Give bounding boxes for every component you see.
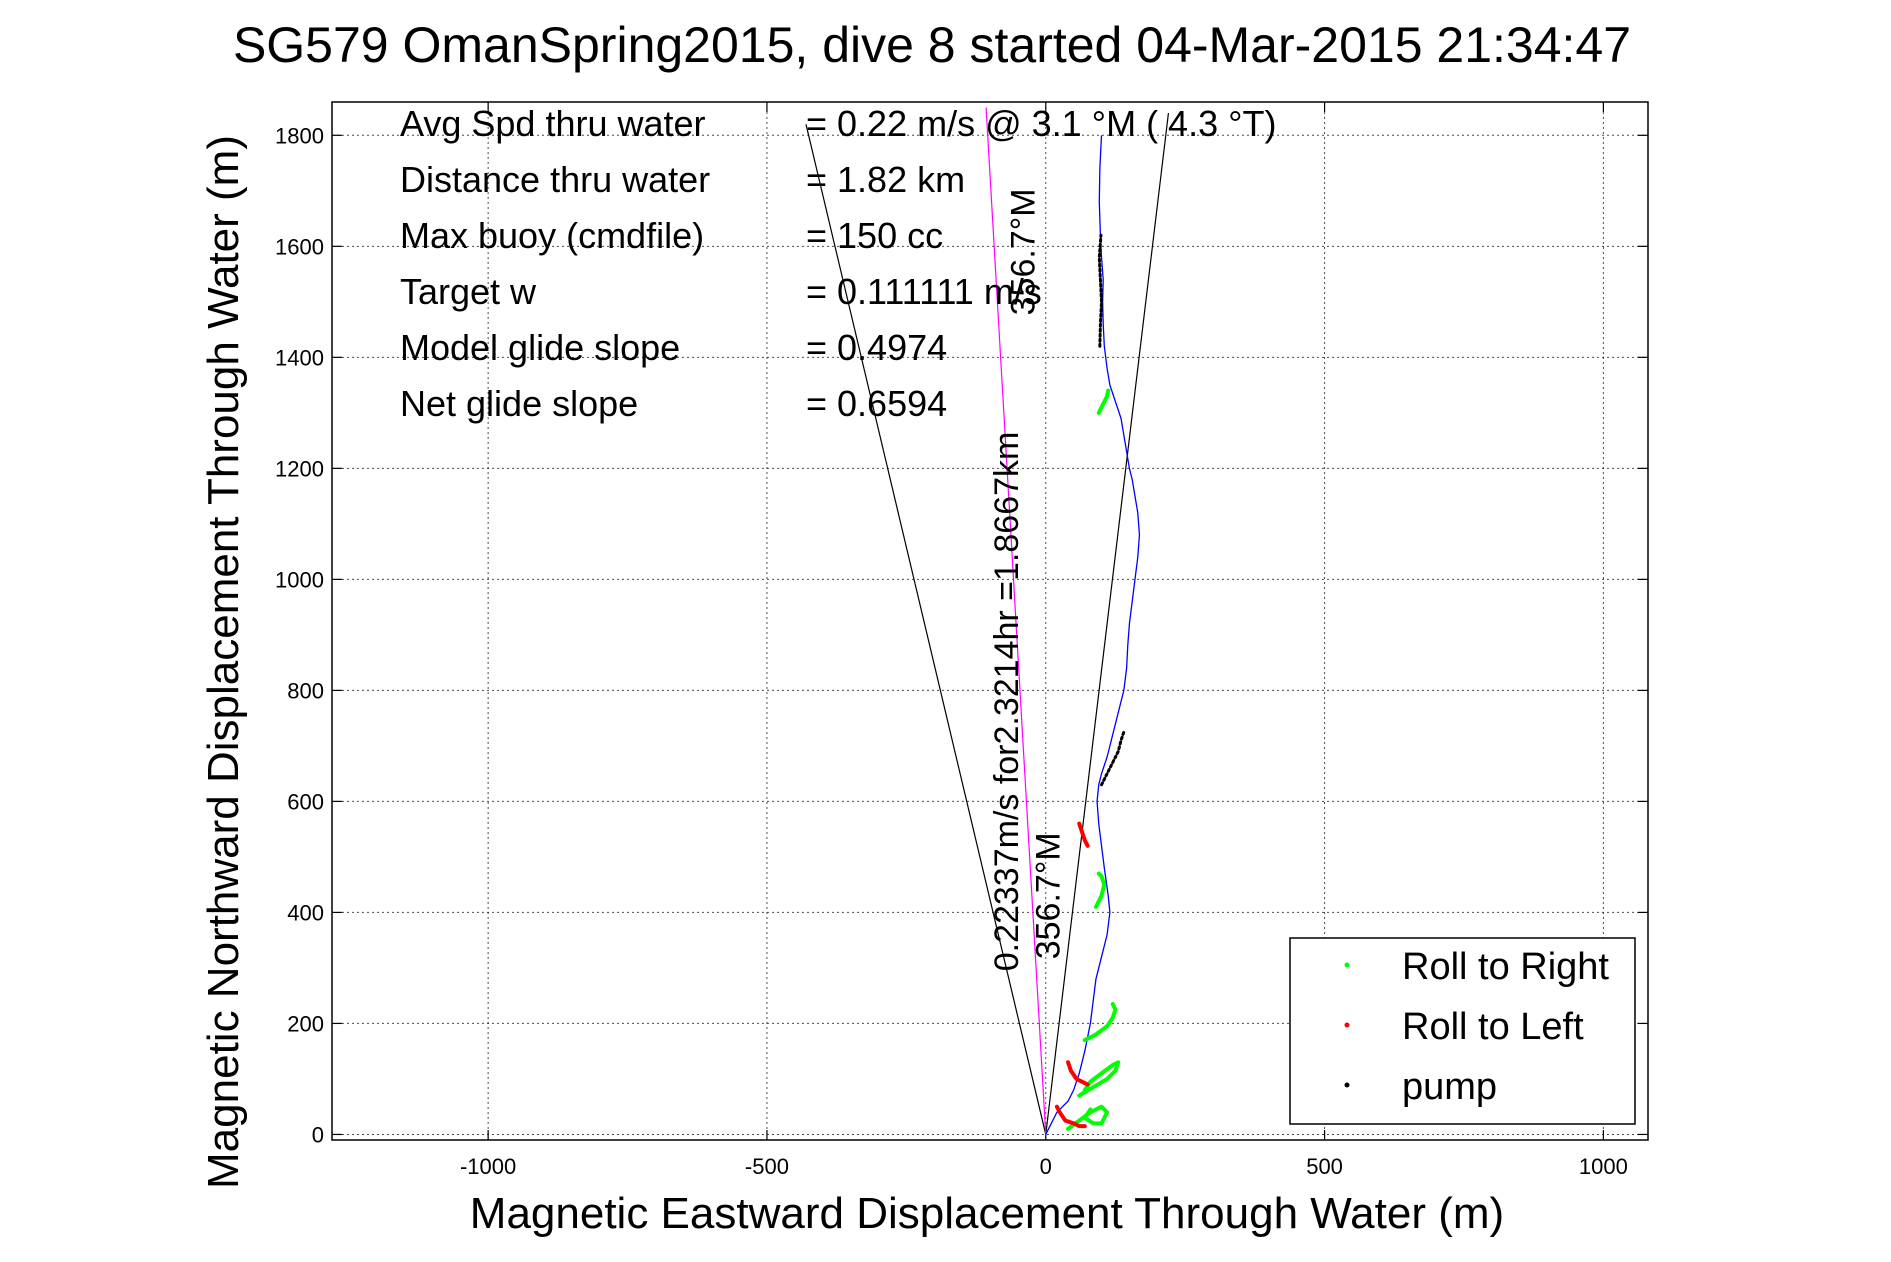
info-block: Avg Spd thru water = 0.22 m/s @ 3.1 °M ( …: [400, 103, 1276, 424]
y-tick-label: 200: [287, 1011, 324, 1036]
annotations: 0.22337m/s for2.3214hr =1.8667km 356.7°M3…: [988, 188, 1068, 971]
legend-label-pump: pump: [1402, 1066, 1497, 1108]
y-tick-label: 600: [287, 789, 324, 814]
annotation-text: 0.22337m/s for2.3214hr =1.8667km: [988, 432, 1026, 972]
pump-segment: [1100, 730, 1126, 787]
y-tick-label: 800: [287, 678, 324, 703]
annotation-text: 356.7°M: [1030, 832, 1068, 959]
reference-line-left-bound: [805, 124, 1047, 1135]
info-label: Target w: [400, 271, 537, 312]
roll-to-right-segment: [1066, 1104, 1110, 1131]
info-label: Model glide slope: [400, 327, 680, 368]
info-label: Avg Spd thru water: [400, 103, 706, 144]
roll-to-left-segment: [1066, 1060, 1090, 1087]
chart-title: SG579 OmanSpring2015, dive 8 started 04-…: [233, 17, 1631, 73]
info-value: = 0.111111 m/s: [806, 271, 1042, 312]
y-tick-label: 1800: [275, 123, 324, 148]
x-tick-label: 0: [1040, 1154, 1052, 1179]
legend-label-roll-to-left: Roll to Left: [1402, 1006, 1584, 1048]
legend-marker-pump: [1344, 1082, 1350, 1088]
roll-to-left-segment: [1054, 1104, 1087, 1129]
y-tick-label: 1600: [275, 234, 324, 259]
axis-ticks: -1000 -500 0 500 1000 0 200 400 600 800 1000 1200 14…: [275, 102, 1648, 1179]
reference-line-heading: [985, 107, 1047, 1135]
roll-to-right-segment: [1082, 1002, 1118, 1043]
info-label: Max buoy (cmdfile): [400, 215, 704, 256]
y-tick-label: 1000: [275, 567, 324, 592]
roll-to-right-segment: [1077, 1060, 1121, 1098]
legend-marker-roll-to-right: [1344, 962, 1350, 968]
y-tick-label: 0: [312, 1122, 324, 1147]
legend-box: [1289, 937, 1636, 1125]
plot-frame: [331, 101, 1649, 1141]
y-axis-label: Magnetic Northward Displacement Through …: [199, 135, 248, 1189]
info-value: = 0.22 m/s @ 3.1 °M ( 4.3 °T): [806, 103, 1276, 144]
reference-lines: [805, 107, 1170, 1135]
pump-segment: [1097, 233, 1104, 348]
info-value: = 1.82 km: [806, 159, 965, 200]
track-series: [1045, 135, 1141, 1135]
x-tick-label: -1000: [460, 1154, 516, 1179]
roll-pump-markers: [1054, 233, 1126, 1131]
info-value: = 150 cc: [806, 215, 943, 256]
annotation-text: 356.7°M: [1005, 188, 1043, 315]
roll-to-left-segment: [1077, 821, 1090, 848]
legend-marker-roll-to-left: [1344, 1022, 1350, 1028]
x-tick-label: -500: [745, 1154, 789, 1179]
x-tick-label: 1000: [1579, 1154, 1628, 1179]
y-tick-label: 1400: [275, 345, 324, 370]
x-tick-label: 500: [1306, 1154, 1343, 1179]
info-value: = 0.6594: [806, 383, 947, 424]
roll-to-right-segment: [1096, 388, 1111, 415]
y-tick-label: 1200: [275, 456, 324, 481]
y-tick-label: 400: [287, 900, 324, 925]
roll-to-right-segment: [1093, 871, 1107, 909]
reference-line-right-bound: [1045, 113, 1170, 1135]
info-label: Distance thru water: [400, 159, 710, 200]
legend: Roll to Right Roll to Left pump: [1289, 937, 1636, 1125]
x-axis-label: Magnetic Eastward Displacement Through W…: [470, 1189, 1504, 1238]
info-value: = 0.4974: [806, 327, 947, 368]
legend-label-roll-to-right: Roll to Right: [1402, 946, 1609, 988]
info-label: Net glide slope: [400, 383, 638, 424]
track-line: [1045, 135, 1141, 1135]
